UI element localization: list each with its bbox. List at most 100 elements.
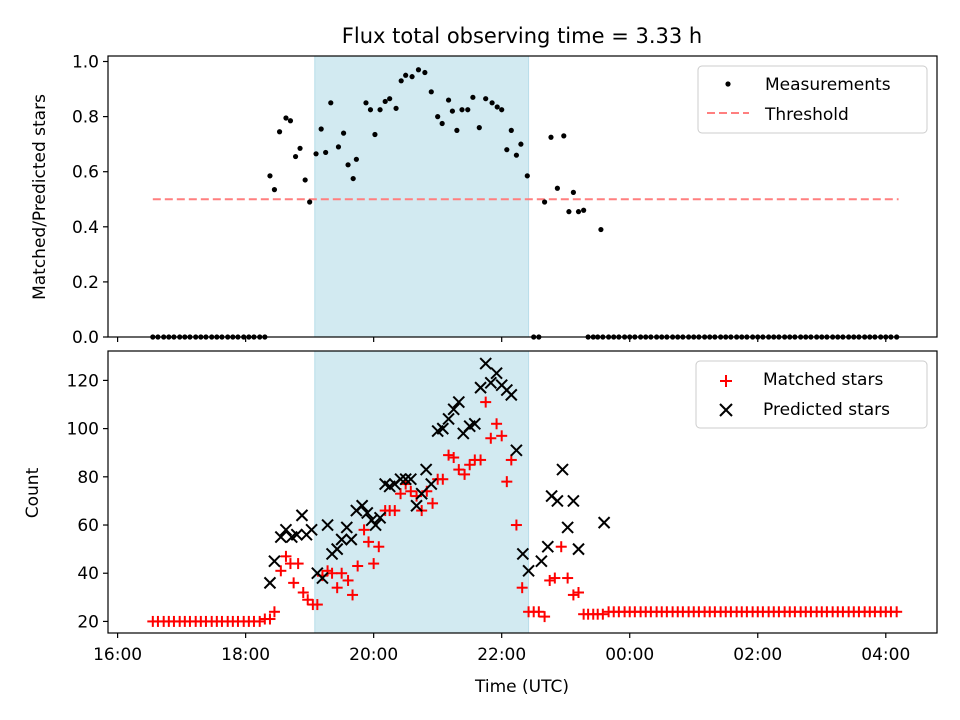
top-x-ticks — [117, 337, 887, 342]
measurement-point — [313, 151, 319, 157]
matched-star-marker — [549, 572, 561, 584]
predicted-star-marker — [330, 542, 344, 556]
predicted-star-marker — [316, 571, 329, 585]
matched-star-marker — [395, 488, 407, 500]
predicted-star-marker — [425, 477, 438, 491]
measurement-point — [554, 185, 560, 191]
predicted-star-marker — [340, 521, 353, 534]
top-shaded-region — [314, 55, 530, 338]
top-axes-frame — [107, 55, 938, 338]
matched-star-marker — [516, 582, 528, 594]
predicted-star-marker — [556, 463, 569, 476]
measurement-point — [363, 100, 369, 106]
measurement-point — [428, 89, 434, 95]
measurement-point — [292, 153, 299, 160]
matched-star-marker — [491, 418, 503, 430]
predicted-star-marker — [279, 523, 293, 537]
matched-star-marker — [275, 565, 287, 577]
predicted-star-marker — [295, 509, 309, 522]
predicted-star-marker — [468, 417, 482, 430]
measurement-point — [476, 125, 482, 131]
bottom-y-tick-label: 60 — [77, 516, 99, 536]
matched-star-marker — [288, 577, 300, 589]
predicted-star-marker — [290, 528, 304, 541]
bottom-y-tick-label: 120 — [67, 371, 99, 391]
matched-star-marker — [475, 454, 487, 466]
legend-predicted-label: Predicted stars — [763, 400, 890, 420]
matched-star-marker — [891, 606, 903, 618]
matched-star-marker — [555, 541, 567, 553]
matched-star-marker — [254, 615, 266, 627]
top-legend: Measurements Threshold — [697, 65, 928, 134]
measurement-point — [499, 107, 505, 113]
matched-star-marker — [292, 558, 304, 570]
bottom-x-tick-label: 22:00 — [477, 645, 526, 665]
bottom-x-tick-label: 04:00 — [861, 645, 910, 665]
matched-star-marker — [562, 572, 574, 584]
matched-star-marker — [389, 505, 401, 517]
top-y-tick-label: 0.6 — [72, 163, 99, 183]
measurement-point — [318, 126, 324, 132]
measurement-point — [387, 96, 393, 102]
matched-star-marker — [311, 599, 323, 611]
predicted-star-marker — [410, 499, 423, 512]
measurement-point — [367, 107, 374, 113]
measurement-point — [422, 69, 428, 76]
bottom-legend-box — [695, 360, 928, 429]
measurement-point — [415, 67, 422, 73]
measurement-point — [566, 209, 572, 215]
measurement-point — [271, 187, 278, 193]
top-ylabel: Matched/Predicted stars — [30, 94, 50, 300]
matched-star-marker — [427, 497, 439, 509]
measurement-point — [459, 107, 465, 113]
predicted-star-marker — [516, 547, 530, 561]
measurement-point — [382, 98, 388, 105]
predicted-star-marker — [415, 487, 428, 500]
bottom-legend: Matched stars Predicted stars — [695, 360, 928, 429]
matched-star-marker — [459, 468, 471, 480]
measurement-point — [340, 130, 347, 136]
matched-star-marker — [264, 613, 276, 625]
predicted-star-marker — [484, 376, 498, 390]
matched-star-marker — [437, 473, 449, 485]
measurement-point — [561, 133, 567, 139]
predicted-star-marker — [597, 516, 611, 529]
predicted-star-marker — [567, 494, 580, 508]
bottom-y-tick-label: 80 — [77, 468, 99, 488]
top-y-tick-label: 0.0 — [72, 328, 99, 348]
top-y-tick-label: 1.0 — [72, 53, 99, 73]
matched-star-marker — [453, 464, 465, 476]
measurement-point — [403, 72, 409, 78]
top-panel: Flux total observing time = 3.33 h 0.00.… — [30, 24, 938, 348]
bottom-y-tick-label: 20 — [77, 612, 99, 632]
measurement-point — [524, 173, 530, 179]
measurement-point — [372, 131, 378, 138]
matched-star-marker — [567, 589, 579, 601]
legend-threshold-label: Threshold — [764, 105, 849, 125]
matched-star-marker — [342, 574, 354, 586]
matched-star-marker — [347, 589, 359, 601]
matched-star-marker — [363, 536, 375, 548]
measurement-point — [287, 118, 294, 124]
legend-matched-marker — [720, 375, 732, 387]
measurement-point — [283, 115, 289, 121]
matched-star-marker — [501, 476, 513, 488]
matched-star-marker — [268, 606, 280, 618]
legend-predicted-marker — [719, 403, 733, 417]
measurement-point — [323, 149, 329, 156]
matched-star-marker — [443, 449, 455, 461]
measurement-point — [483, 96, 489, 102]
predicted-star-marker — [447, 403, 460, 416]
predicted-star-marker — [551, 494, 564, 508]
bottom-y-tick-label: 100 — [67, 420, 99, 440]
measurement-point — [508, 127, 514, 133]
bottom-axes-frame — [107, 350, 938, 634]
predicted-star-marker — [404, 473, 418, 486]
bottom-xlabel: Time (UTC) — [474, 677, 569, 697]
matched-star-marker — [485, 432, 497, 444]
bottom-x-tick-label: 20:00 — [349, 645, 398, 665]
matched-star-marker — [597, 608, 609, 620]
top-legend-box — [697, 65, 928, 134]
predicted-star-marker — [505, 388, 518, 402]
